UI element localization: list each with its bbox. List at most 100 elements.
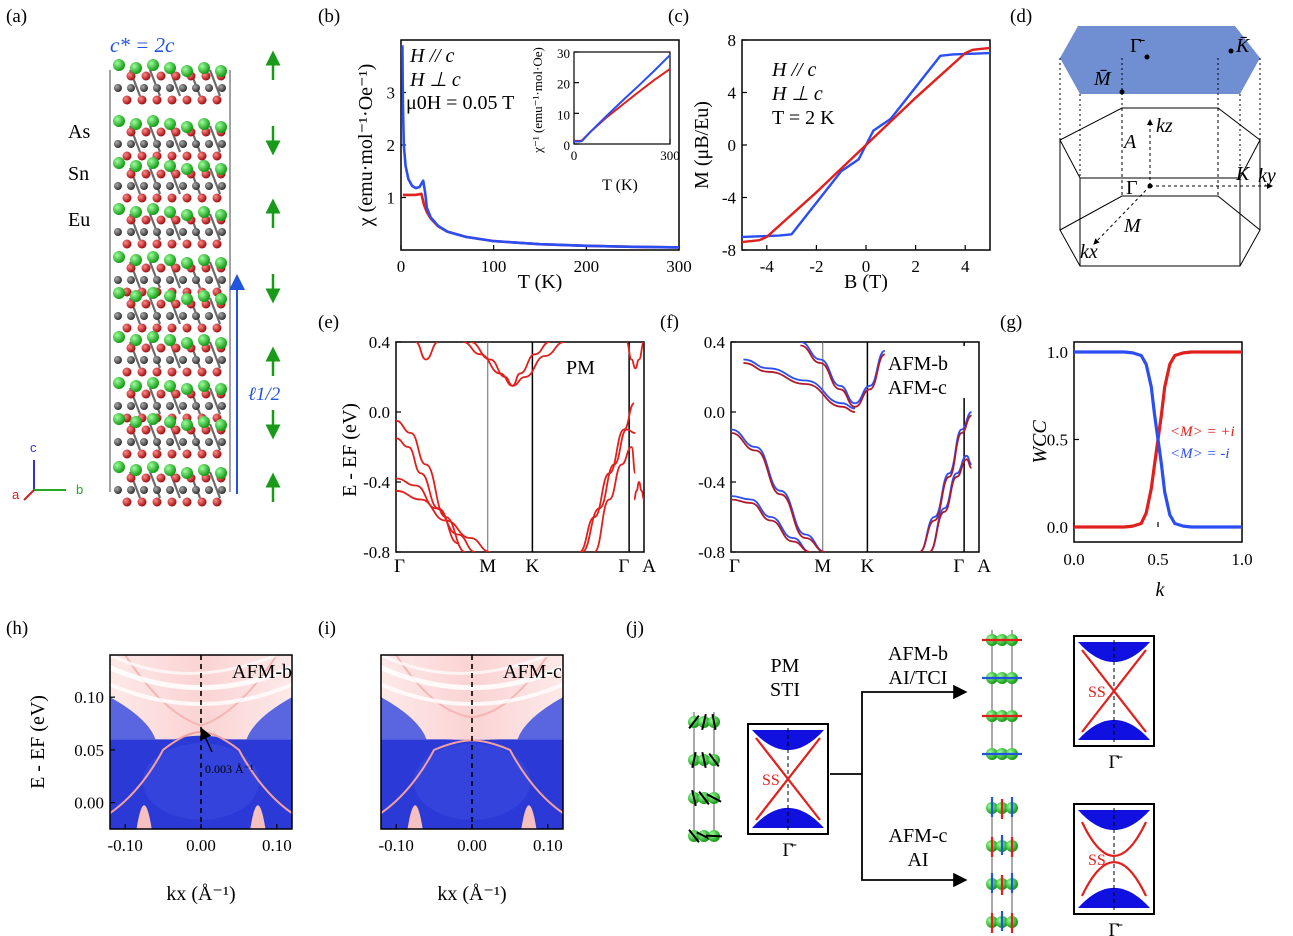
eu-atom	[164, 160, 176, 172]
sn-atom	[179, 312, 187, 320]
panel-label-h: (h)	[6, 618, 28, 639]
band-line	[470, 342, 549, 386]
sn-atom	[192, 486, 200, 494]
period-label: ℓ1/2	[248, 384, 281, 405]
as-atom	[198, 240, 207, 249]
eu-atom	[198, 206, 210, 218]
inset-y-label: χ⁻¹ (emu⁻¹·mol·Oe)	[530, 47, 545, 154]
eu-atom	[181, 257, 193, 269]
band-line	[634, 482, 644, 500]
sn-atom	[140, 140, 148, 148]
eu-atom	[113, 331, 125, 343]
series-h-par	[403, 194, 679, 248]
sn-atom	[205, 402, 213, 410]
as-atom	[198, 152, 207, 161]
gamma-bar-point	[1145, 55, 1150, 60]
as-atom	[123, 194, 132, 203]
as-atom	[157, 344, 166, 353]
y-axis-label: E - EF (eV)	[27, 695, 49, 789]
afm-c-band-box: SS Γ̄	[1074, 804, 1154, 936]
as-atom	[198, 450, 207, 459]
label-a: A	[1122, 131, 1137, 153]
sn-atom	[140, 486, 148, 494]
m-bar-point	[1120, 90, 1125, 95]
afm-b-class: AI/TCI	[889, 667, 948, 689]
y-tick-label: 2	[387, 136, 396, 155]
sn-atom	[192, 438, 200, 446]
sn-atom	[140, 356, 148, 364]
sn-atom	[218, 84, 226, 92]
x-tick-label: -4	[760, 257, 775, 276]
panel-label-i: (i)	[318, 618, 336, 639]
sn-atom	[166, 486, 174, 494]
phase-label: AFM-b	[232, 661, 292, 683]
eu-atom	[198, 334, 210, 346]
as-atom	[213, 194, 222, 203]
eu-atom	[198, 62, 210, 74]
y-tick-label: 0.4	[369, 333, 391, 352]
as-atom	[168, 152, 177, 161]
as-atom	[157, 300, 166, 309]
eu-atom	[181, 65, 193, 77]
eu-atom	[164, 334, 176, 346]
eu-atom	[130, 118, 142, 130]
sn-atom	[153, 356, 161, 364]
as-atom	[168, 368, 177, 377]
k-point-label: A	[642, 556, 656, 577]
eu-atom	[164, 118, 176, 130]
x-tick-label: 0	[397, 257, 406, 276]
afm-c-label: AFM-c	[889, 825, 948, 847]
legend-afm-b: AFM-b	[888, 353, 948, 375]
y-tick-label: 0.4	[704, 333, 726, 352]
sn-atom	[153, 312, 161, 320]
pm-band-box: SSΓ̄	[748, 724, 828, 861]
sn-atom	[166, 182, 174, 190]
as-atom	[198, 324, 207, 333]
as-atom	[183, 450, 192, 459]
as-atom	[183, 498, 192, 507]
eu-atom	[181, 419, 193, 431]
legend-plus-i: <M> = +i	[1170, 424, 1235, 440]
eu-atom	[164, 290, 176, 302]
eu-atom	[164, 254, 176, 266]
x-tick-label: -2	[809, 257, 823, 276]
pm-spin-structure	[688, 712, 722, 842]
eu-atom	[215, 293, 227, 305]
band-line	[580, 403, 635, 552]
y-tick-label: -0.8	[363, 543, 390, 562]
panel-label-c: (c)	[668, 6, 689, 27]
eu-atom	[215, 121, 227, 133]
y-axis-label: M (μB/Eu)	[691, 101, 713, 189]
label-m: M	[1123, 215, 1142, 237]
afm-b-band-box: SSΓ̄	[1074, 636, 1154, 773]
as-atom	[198, 96, 207, 105]
panel-d-brillouin-zone	[1060, 26, 1272, 266]
as-atom	[142, 128, 151, 137]
eu-atom	[164, 62, 176, 74]
as-atom	[213, 450, 222, 459]
panel-h-heatmap: -0.10 0.00 0.100.000.050.10 E - EF (eV) kx…	[27, 655, 292, 905]
as-atom	[142, 390, 151, 399]
as-atom	[123, 96, 132, 105]
sn-atom	[166, 402, 174, 410]
as-atom	[168, 324, 177, 333]
as-atom	[213, 240, 222, 249]
eu-atom	[130, 254, 142, 266]
sn-atom	[192, 312, 200, 320]
sn-atom	[153, 276, 161, 284]
atom-label-sn: Sn	[68, 163, 89, 185]
eu-atom	[198, 380, 210, 392]
y-tick-label: -8	[722, 241, 736, 260]
sn-atom	[127, 182, 135, 190]
sti-label: STI	[770, 679, 800, 701]
eu-atom	[181, 293, 193, 305]
eu-atom	[113, 287, 125, 299]
as-atom	[153, 368, 162, 377]
panel-j-schematic: SSΓ̄ PM STI AFM-b AI/TCI AFM-c AI SSΓ̄ S…	[688, 630, 1154, 936]
y-tick-label: 8	[728, 31, 737, 50]
sn-atom	[153, 486, 161, 494]
gamma-bar-label: Γ̄	[783, 840, 797, 861]
eu-atom	[215, 163, 227, 175]
x-tick-label: 300	[660, 148, 680, 163]
sn-atom	[127, 276, 135, 284]
